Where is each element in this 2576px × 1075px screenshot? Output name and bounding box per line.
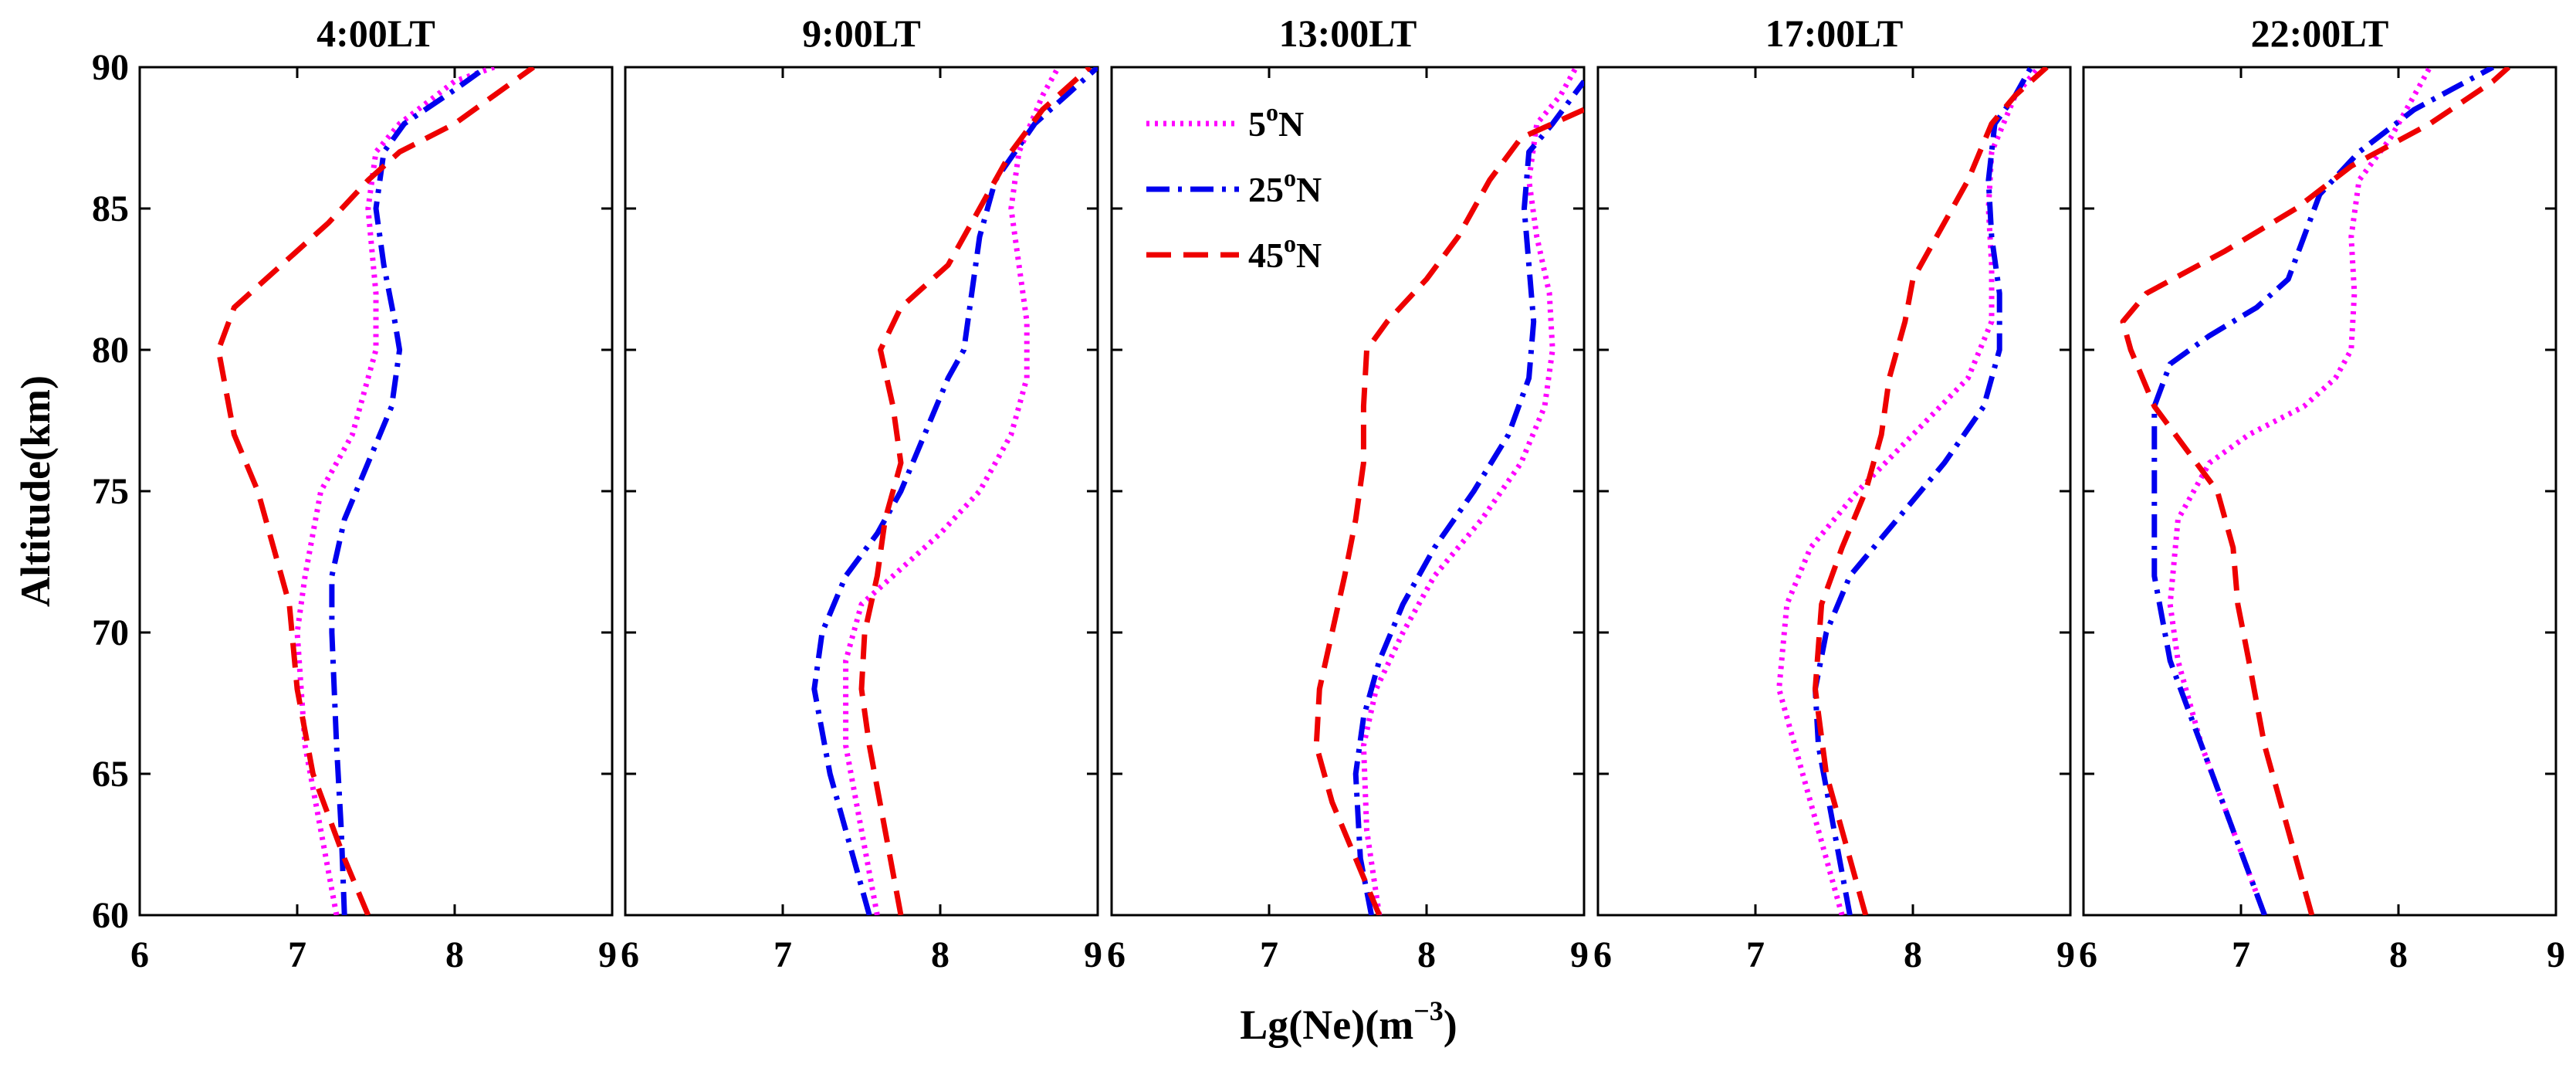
panel-frame bbox=[1110, 66, 1586, 917]
y-tick-label: 75 bbox=[92, 471, 129, 512]
panel-title: 4:00LT bbox=[316, 12, 435, 55]
y-axis-label: Altitude(km) bbox=[12, 375, 59, 607]
series-line-45N bbox=[1813, 67, 2049, 915]
x-tick-label: 9 bbox=[1570, 934, 1589, 975]
series-line-25N bbox=[1813, 67, 2034, 915]
x-tick-label: 6 bbox=[621, 934, 639, 975]
y-tick-label: 85 bbox=[92, 188, 129, 229]
panel-title: 13:00LT bbox=[1279, 12, 1417, 55]
x-tick-label: 9 bbox=[2547, 934, 2565, 975]
series-line-45N bbox=[858, 67, 1092, 915]
panel-3: 13:00LT 6 7 8 9 bbox=[1107, 12, 1589, 975]
series-line-25N bbox=[811, 67, 1098, 915]
x-tick-label: 6 bbox=[2079, 934, 2097, 975]
x-tick-label: 7 bbox=[2232, 934, 2250, 975]
x-tick-label: 6 bbox=[1593, 934, 1612, 975]
legend-item-5N: 5oN bbox=[1146, 98, 1304, 144]
x-tick-label: 8 bbox=[1417, 934, 1436, 975]
x-tick-label: 8 bbox=[1904, 934, 1922, 975]
x-axis-title: Lg(Ne)(m−3) bbox=[1240, 995, 1457, 1048]
panel-frame bbox=[138, 66, 614, 917]
series-line-25N bbox=[1352, 80, 1584, 915]
panel-1: 4:00LT 60 65 70 75 80 85 90 6 7 8 9 bbox=[92, 12, 617, 975]
y-tick-label: 80 bbox=[92, 330, 129, 371]
panel-title: 22:00LT bbox=[2251, 12, 2389, 55]
legend-item-45N: 45oN bbox=[1146, 229, 1322, 275]
x-tick-label: 7 bbox=[1746, 934, 1765, 975]
legend: 5oN 25oN 45oN bbox=[1146, 98, 1322, 275]
series-line-5N bbox=[843, 67, 1061, 915]
x-tick-label: 9 bbox=[1084, 934, 1102, 975]
y-axis-title: Altitude(km) bbox=[12, 375, 59, 607]
panel-title: 17:00LT bbox=[1765, 12, 1904, 55]
x-tick-label: 9 bbox=[598, 934, 617, 975]
series-line-5N bbox=[1360, 67, 1579, 915]
series-line-45N bbox=[215, 67, 536, 915]
series-line-45N bbox=[1313, 107, 1584, 915]
y-tick-label: 65 bbox=[92, 754, 129, 795]
panel-5: 22:00LT 6 7 8 9 bbox=[2079, 12, 2565, 975]
x-tick-label: 8 bbox=[445, 934, 464, 975]
y-tick-label: 70 bbox=[92, 612, 129, 653]
legend-label: 25oN bbox=[1248, 164, 1322, 209]
panel-title: 9:00LT bbox=[802, 12, 921, 55]
x-axis-label: Lg(Ne)(m−3) bbox=[1240, 995, 1457, 1048]
panel-frame bbox=[1596, 66, 2072, 917]
panel-4: 17:00LT 6 7 8 9 bbox=[1593, 12, 2075, 975]
series-line-5N bbox=[2167, 67, 2432, 915]
series-line-5N bbox=[1776, 67, 2041, 915]
series-line-25N bbox=[2151, 67, 2495, 915]
y-tick-label: 90 bbox=[92, 47, 129, 88]
series-line-25N bbox=[329, 67, 488, 915]
x-tick-label: 8 bbox=[2389, 934, 2408, 975]
x-tick-label: 6 bbox=[1107, 934, 1126, 975]
legend-item-25N: 25oN bbox=[1146, 164, 1322, 209]
legend-label: 45oN bbox=[1248, 229, 1322, 275]
x-tick-label: 9 bbox=[2056, 934, 2075, 975]
x-tick-label: 7 bbox=[1260, 934, 1278, 975]
panel-2: 9:00LT 6 7 8 9 bbox=[621, 12, 1102, 975]
series-line-5N bbox=[294, 67, 496, 915]
legend-label: 5oN bbox=[1248, 98, 1304, 144]
series-line-45N bbox=[2120, 67, 2511, 915]
x-tick-label: 6 bbox=[130, 934, 149, 975]
x-tick-label: 7 bbox=[773, 934, 792, 975]
panel-frame bbox=[624, 66, 1099, 917]
x-tick-label: 7 bbox=[288, 934, 306, 975]
y-tick-label: 60 bbox=[92, 895, 129, 936]
x-tick-label: 8 bbox=[931, 934, 949, 975]
